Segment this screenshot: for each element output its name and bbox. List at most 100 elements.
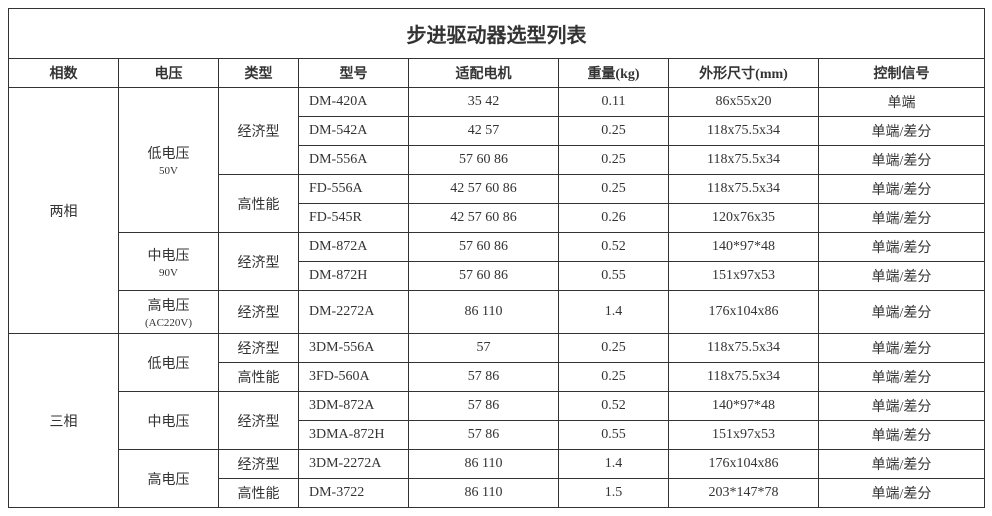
cell-dimensions: 140*97*48 — [669, 392, 819, 421]
cell-weight: 0.11 — [559, 88, 669, 117]
cell-weight: 0.25 — [559, 146, 669, 175]
cell-weight: 1.5 — [559, 479, 669, 508]
cell-signal: 单端/差分 — [819, 334, 985, 363]
cell-signal: 单端/差分 — [819, 175, 985, 204]
cell-motor: 57 86 — [409, 363, 559, 392]
cell-signal: 单端/差分 — [819, 262, 985, 291]
cell-type: 经济型 — [219, 233, 299, 291]
cell-model: DM-2272A — [299, 291, 409, 334]
cell-signal: 单端/差分 — [819, 204, 985, 233]
voltage-sub: 90V — [125, 267, 212, 279]
cell-signal: 单端/差分 — [819, 233, 985, 262]
cell-dimensions: 118x75.5x34 — [669, 363, 819, 392]
cell-type: 高性能 — [219, 479, 299, 508]
cell-signal: 单端 — [819, 88, 985, 117]
table-row: 两相低电压50V经济型DM-420A35 420.1186x55x20单端 — [9, 88, 985, 117]
cell-dimensions: 176x104x86 — [669, 291, 819, 334]
cell-model: FD-556A — [299, 175, 409, 204]
cell-dimensions: 176x104x86 — [669, 450, 819, 479]
cell-phase: 三相 — [9, 334, 119, 508]
cell-voltage: 高电压 (AC220V) — [119, 291, 219, 334]
cell-signal: 单端/差分 — [819, 146, 985, 175]
cell-signal: 单端/差分 — [819, 479, 985, 508]
cell-dimensions: 118x75.5x34 — [669, 146, 819, 175]
cell-dimensions: 118x75.5x34 — [669, 334, 819, 363]
cell-model: DM-872A — [299, 233, 409, 262]
cell-motor: 57 60 86 — [409, 262, 559, 291]
cell-motor: 35 42 — [409, 88, 559, 117]
cell-weight: 0.26 — [559, 204, 669, 233]
cell-motor: 86 110 — [409, 291, 559, 334]
cell-signal: 单端/差分 — [819, 421, 985, 450]
cell-signal: 单端/差分 — [819, 392, 985, 421]
cell-voltage: 中电压 — [119, 392, 219, 450]
cell-weight: 1.4 — [559, 291, 669, 334]
cell-signal: 单端/差分 — [819, 291, 985, 334]
col-type: 类型 — [219, 59, 299, 88]
cell-phase: 两相 — [9, 88, 119, 334]
col-signal: 控制信号 — [819, 59, 985, 88]
cell-model: 3DM-2272A — [299, 450, 409, 479]
cell-dimensions: 118x75.5x34 — [669, 117, 819, 146]
table-row: 高电压 (AC220V) 经济型DM-2272A86 1101.4176x104x8… — [9, 291, 985, 334]
cell-model: DM-420A — [299, 88, 409, 117]
cell-motor: 86 110 — [409, 479, 559, 508]
cell-weight: 0.52 — [559, 392, 669, 421]
cell-dimensions: 140*97*48 — [669, 233, 819, 262]
col-motor: 适配电机 — [409, 59, 559, 88]
cell-type: 高性能 — [219, 175, 299, 233]
cell-model: DM-556A — [299, 146, 409, 175]
cell-signal: 单端/差分 — [819, 363, 985, 392]
cell-model: DM-3722 — [299, 479, 409, 508]
cell-voltage: 低电压50V — [119, 88, 219, 233]
cell-motor: 42 57 60 86 — [409, 204, 559, 233]
cell-motor: 42 57 — [409, 117, 559, 146]
cell-dimensions: 118x75.5x34 — [669, 175, 819, 204]
cell-voltage: 高电压 — [119, 450, 219, 508]
cell-weight: 0.25 — [559, 334, 669, 363]
voltage-label: 低电压 — [148, 147, 190, 162]
cell-weight: 0.25 — [559, 363, 669, 392]
col-weight: 重量(kg) — [559, 59, 669, 88]
header-row: 相数 电压 类型 型号 适配电机 重量(kg) 外形尺寸(mm) 控制信号 — [9, 59, 985, 88]
table-row: 中电压经济型3DM-872A57 860.52140*97*48单端/差分 — [9, 392, 985, 421]
cell-dimensions: 86x55x20 — [669, 88, 819, 117]
table-row: 三相低电压经济型3DM-556A570.25118x75.5x34单端/差分 — [9, 334, 985, 363]
cell-weight: 0.55 — [559, 421, 669, 450]
cell-model: 3DM-556A — [299, 334, 409, 363]
col-model: 型号 — [299, 59, 409, 88]
cell-motor: 57 86 — [409, 421, 559, 450]
cell-weight: 0.25 — [559, 175, 669, 204]
voltage-label: 中电压 — [148, 415, 190, 430]
voltage-label: 中电压 — [148, 249, 190, 264]
cell-weight: 1.4 — [559, 450, 669, 479]
cell-type: 经济型 — [219, 291, 299, 334]
cell-model: FD-545R — [299, 204, 409, 233]
cell-motor: 57 86 — [409, 392, 559, 421]
voltage-label: 高电压 — [148, 299, 190, 314]
cell-motor: 86 110 — [409, 450, 559, 479]
voltage-label: 高电压 — [148, 473, 190, 488]
cell-dimensions: 151x97x53 — [669, 262, 819, 291]
col-dim: 外形尺寸(mm) — [669, 59, 819, 88]
cell-weight: 0.25 — [559, 117, 669, 146]
voltage-sub: (AC220V) — [125, 317, 212, 329]
col-phase: 相数 — [9, 59, 119, 88]
cell-voltage: 低电压 — [119, 334, 219, 392]
cell-weight: 0.52 — [559, 233, 669, 262]
table-title: 步进驱动器选型列表 — [9, 9, 985, 59]
cell-type: 经济型 — [219, 450, 299, 479]
cell-model: DM-542A — [299, 117, 409, 146]
cell-model: 3DM-872A — [299, 392, 409, 421]
cell-model: 3DMA-872H — [299, 421, 409, 450]
cell-type: 经济型 — [219, 88, 299, 175]
cell-model: DM-872H — [299, 262, 409, 291]
cell-type: 经济型 — [219, 334, 299, 363]
cell-motor: 57 60 86 — [409, 233, 559, 262]
voltage-label: 低电压 — [148, 357, 190, 372]
cell-dimensions: 151x97x53 — [669, 421, 819, 450]
cell-voltage: 中电压 90V — [119, 233, 219, 291]
table-body: 两相低电压50V经济型DM-420A35 420.1186x55x20单端DM-… — [9, 88, 985, 508]
cell-motor: 57 — [409, 334, 559, 363]
cell-dimensions: 120x76x35 — [669, 204, 819, 233]
